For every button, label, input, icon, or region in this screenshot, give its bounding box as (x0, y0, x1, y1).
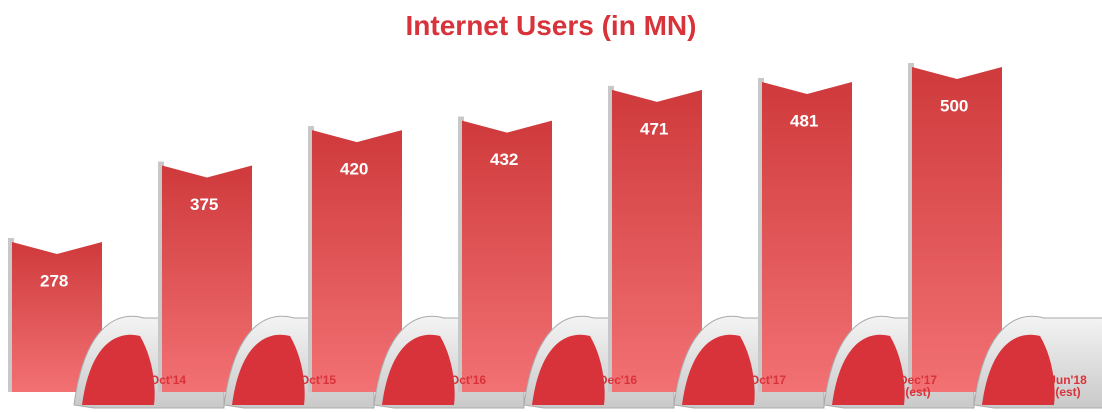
value-label: 500 (940, 96, 968, 115)
category-label: Jun'18 (est) (1042, 374, 1094, 398)
plot: 278 375 420 432 471 481 500 (0, 0, 1102, 412)
value-label: 481 (790, 111, 818, 130)
value-label: 278 (40, 271, 68, 290)
category-label: Oct'17 (742, 374, 794, 386)
value-label: 432 (490, 150, 518, 169)
value-label: 375 (190, 195, 218, 214)
category-label: Oct'14 (142, 374, 194, 386)
bar (912, 67, 1002, 392)
value-label: 471 (640, 119, 668, 138)
category-label: Dec'16 (592, 374, 644, 386)
chart: Internet Users (in MN) 27837542043247148… (0, 0, 1102, 412)
category-label: Dec'17 (est) (892, 374, 944, 398)
category-label: Oct'16 (442, 374, 494, 386)
value-label: 420 (340, 160, 368, 179)
category-label: Oct'15 (292, 374, 344, 386)
